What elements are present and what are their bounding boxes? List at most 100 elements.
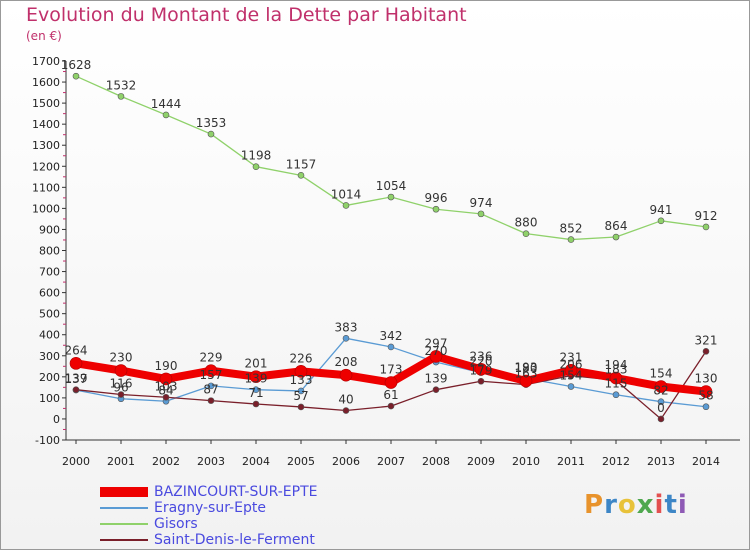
data-label: 1628 xyxy=(61,58,92,72)
logo-letter: P xyxy=(584,490,605,520)
x-tick-label: 2002 xyxy=(152,455,180,468)
data-label: 912 xyxy=(695,209,718,223)
data-label: 103 xyxy=(155,379,178,393)
data-point xyxy=(117,391,125,398)
data-point xyxy=(117,93,125,100)
y-tick-label: 900 xyxy=(39,223,60,236)
data-point xyxy=(384,376,398,389)
data-point xyxy=(522,230,530,237)
data-label: 201 xyxy=(245,357,268,371)
data-point xyxy=(207,397,215,404)
data-label: 231 xyxy=(560,350,583,364)
data-label: 157 xyxy=(200,368,223,382)
data-point xyxy=(657,415,665,423)
data-point xyxy=(342,335,350,342)
x-tick-label: 2008 xyxy=(422,455,450,468)
y-tick-label: 0 xyxy=(53,413,60,426)
data-label: 61 xyxy=(383,388,398,402)
logo-letter: r xyxy=(604,490,618,520)
data-point xyxy=(252,386,260,393)
logo-letter: x xyxy=(636,490,655,520)
y-tick-label: 100 xyxy=(39,392,60,405)
data-label: 270 xyxy=(425,344,448,358)
legend-swatch xyxy=(100,539,148,541)
data-point xyxy=(387,402,395,410)
data-label: 864 xyxy=(605,219,628,233)
x-tick-label: 2011 xyxy=(557,455,585,468)
data-label: 1014 xyxy=(331,187,362,201)
data-point xyxy=(567,236,575,243)
logo-letter: i xyxy=(654,490,665,520)
data-label-layer: 1628 1532 1444 1353 1198 1157 1014 1054 996 974 88… xyxy=(61,58,718,415)
data-point xyxy=(387,343,395,351)
data-label: 321 xyxy=(695,333,718,347)
logo-letter: t xyxy=(664,490,678,520)
data-point xyxy=(702,348,710,355)
y-tick-label: 1700 xyxy=(32,55,60,68)
data-label: 163 xyxy=(515,367,538,381)
data-point xyxy=(252,400,260,408)
data-point xyxy=(474,362,488,376)
data-label: 220 xyxy=(470,355,493,369)
legend-item-saint-denis: Saint-Denis-le-Ferment xyxy=(100,532,460,548)
x-tick-label: 2005 xyxy=(287,455,315,468)
legend-label: Saint-Denis-le-Ferment xyxy=(154,532,315,548)
data-label: 82 xyxy=(653,384,668,398)
data-label: 139 xyxy=(425,372,448,386)
y-tick-label: 300 xyxy=(39,350,60,363)
data-point xyxy=(204,364,218,378)
data-label: 183 xyxy=(605,362,628,376)
x-tick-label: 2013 xyxy=(647,455,675,468)
data-label: 71 xyxy=(248,386,263,400)
data-label: 996 xyxy=(425,191,448,205)
legend: BAZINCOURT-SUR-EPTE Eragny-sur-Epte Giso… xyxy=(100,484,460,548)
data-label: 139 xyxy=(245,372,268,386)
y-tick-label: 1600 xyxy=(32,76,60,89)
data-label: 154 xyxy=(560,369,583,383)
y-tick-label: 600 xyxy=(39,287,60,300)
y-tick-label: 800 xyxy=(39,245,60,258)
data-label: 180 xyxy=(515,361,538,375)
x-tick-label: 2009 xyxy=(467,455,495,468)
data-point xyxy=(72,72,80,80)
x-tick-label: 2014 xyxy=(692,455,720,468)
legend-item-gisors: Gisors xyxy=(100,516,460,532)
data-point xyxy=(339,368,353,382)
x-tick-label: 2010 xyxy=(512,455,540,468)
series xyxy=(69,350,713,398)
data-label: 40 xyxy=(338,393,353,407)
y-tick-label: 1300 xyxy=(32,139,60,152)
y-tick-label: 1000 xyxy=(32,202,60,215)
logo-letter: o xyxy=(617,490,637,520)
x-tick-label: 2000 xyxy=(62,455,90,468)
legend-swatch xyxy=(100,487,148,497)
legend-label: Gisors xyxy=(154,516,198,532)
y-tick-label: 700 xyxy=(39,266,60,279)
data-point xyxy=(657,217,665,225)
data-label: 139 xyxy=(65,372,88,386)
data-label: 236 xyxy=(470,349,493,363)
data-label: 194 xyxy=(605,358,628,372)
data-label: 852 xyxy=(560,222,583,236)
x-tick-label: 2004 xyxy=(242,455,270,468)
x-tick-label: 2012 xyxy=(602,455,630,468)
data-point xyxy=(387,193,395,201)
data-label: 193 xyxy=(515,360,538,374)
data-point xyxy=(207,130,215,138)
x-tick-label: 2003 xyxy=(197,455,225,468)
data-label: 115 xyxy=(605,377,628,391)
data-label: 880 xyxy=(515,216,538,230)
data-label: 297 xyxy=(425,336,448,350)
data-point xyxy=(342,202,350,209)
data-point xyxy=(159,372,173,386)
logo-letter: i xyxy=(677,490,688,520)
y-tick-label: 1400 xyxy=(32,118,60,131)
x-tick-label: 2007 xyxy=(377,455,405,468)
y-tick-label: 1500 xyxy=(32,97,60,110)
data-label: 116 xyxy=(110,377,133,391)
data-label: 383 xyxy=(335,320,358,334)
data-point xyxy=(162,111,170,119)
data-point xyxy=(432,386,440,393)
data-label: 206 xyxy=(560,358,583,372)
